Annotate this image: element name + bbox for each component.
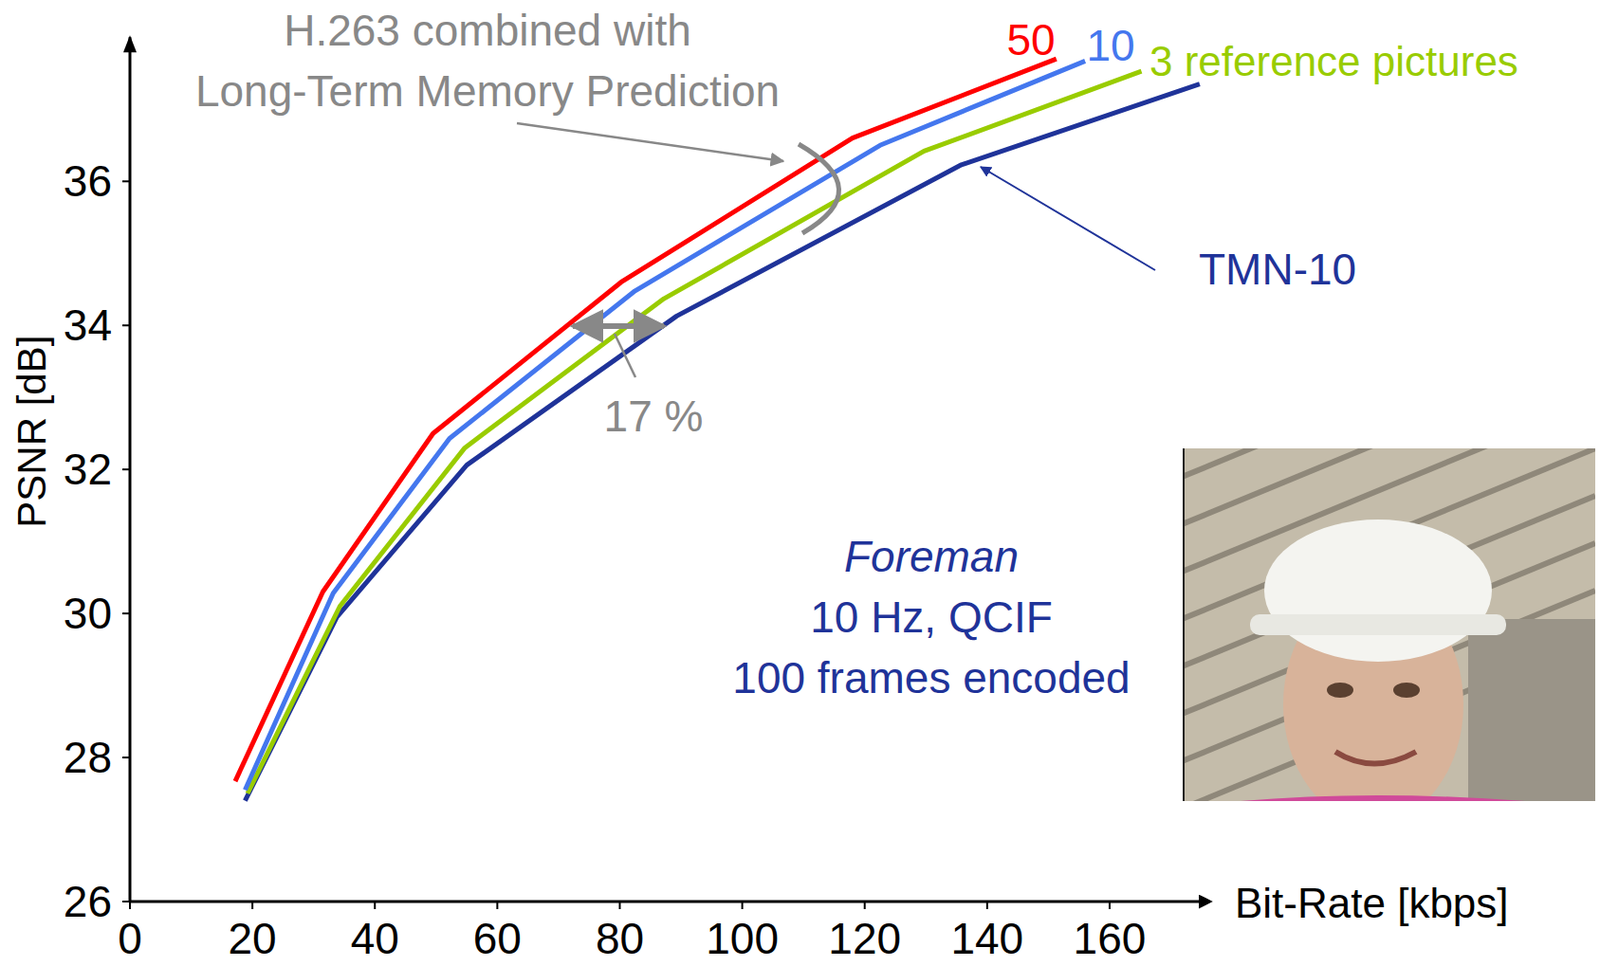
annotation: H.263 combined with — [283, 5, 692, 56]
photo-edge — [1182, 448, 1185, 802]
photo-eye — [1393, 682, 1420, 699]
x-axis-title: Bit-Rate [kbps] — [1234, 880, 1509, 927]
x-tick — [496, 901, 498, 910]
annotation: 100 frames encoded — [732, 653, 1130, 703]
y-tick — [122, 612, 130, 615]
pointer — [614, 333, 636, 378]
annotation: Foreman — [844, 532, 1019, 582]
annotation: 10 Hz, QCIF — [809, 592, 1053, 643]
photo-content — [1183, 448, 1596, 802]
pointer — [516, 123, 784, 162]
photo-helmet — [1264, 519, 1492, 663]
x-tick-label: 40 — [350, 914, 400, 964]
x-tick — [1108, 901, 1111, 910]
y-tick — [122, 901, 130, 903]
pointer — [980, 166, 1156, 271]
y-tick — [122, 756, 130, 759]
x-tick-label: 20 — [228, 914, 277, 964]
x-axis — [129, 901, 1202, 904]
photo — [1136, 258, 1600, 828]
chart: 0 20 40 60 80 100 120 140 160 26 28 30 32 34 36 PSNR [d… — [0, 0, 1600, 966]
y-tick-label: 30 — [63, 588, 112, 639]
x-tick — [373, 901, 376, 910]
photo-wall — [1468, 619, 1596, 802]
x-tick-label: 0 — [117, 914, 143, 964]
y-tick — [122, 180, 130, 183]
x-tick — [864, 901, 866, 910]
y-tick — [122, 324, 130, 327]
x-tick-label: 160 — [1073, 914, 1147, 964]
photo-eye — [1326, 682, 1354, 699]
x-tick — [618, 901, 621, 910]
y-tick-label: 36 — [63, 156, 112, 206]
x-tick-label: 100 — [705, 914, 779, 964]
photo-mouth — [1335, 752, 1417, 765]
x-tick — [741, 901, 744, 910]
photo-shirt — [1240, 795, 1526, 802]
annotation: Long-Term Memory Prediction — [195, 66, 780, 116]
double-arrow — [572, 323, 664, 330]
y-tick — [122, 468, 130, 471]
y-tick-label: 34 — [63, 300, 112, 350]
annotation: 17 % — [604, 391, 704, 442]
series-line — [247, 71, 1142, 794]
series-label: 10 — [1085, 20, 1135, 71]
series-label: TMN-10 — [1198, 244, 1357, 295]
photo-helmet-brim — [1250, 614, 1507, 636]
x-tick — [986, 901, 989, 910]
x-tick-label: 80 — [595, 914, 644, 964]
y-tick-label: 26 — [63, 877, 112, 927]
x-tick — [251, 901, 254, 910]
y-tick-label: 28 — [63, 733, 112, 783]
series-label: 3 reference pictures — [1149, 37, 1519, 85]
x-tick-label: 120 — [827, 914, 902, 964]
y-axis-arrowhead — [123, 35, 137, 53]
x-tick — [128, 901, 131, 910]
series-line — [244, 84, 1200, 802]
x-tick-label: 140 — [950, 914, 1024, 964]
series-label: 50 — [1006, 15, 1055, 65]
y-axis-title: PSNR [dB] — [9, 335, 55, 529]
lines — [235, 58, 1200, 801]
x-tick-label: 60 — [473, 914, 522, 964]
y-tick-label: 32 — [63, 444, 112, 495]
bracket — [798, 144, 840, 234]
